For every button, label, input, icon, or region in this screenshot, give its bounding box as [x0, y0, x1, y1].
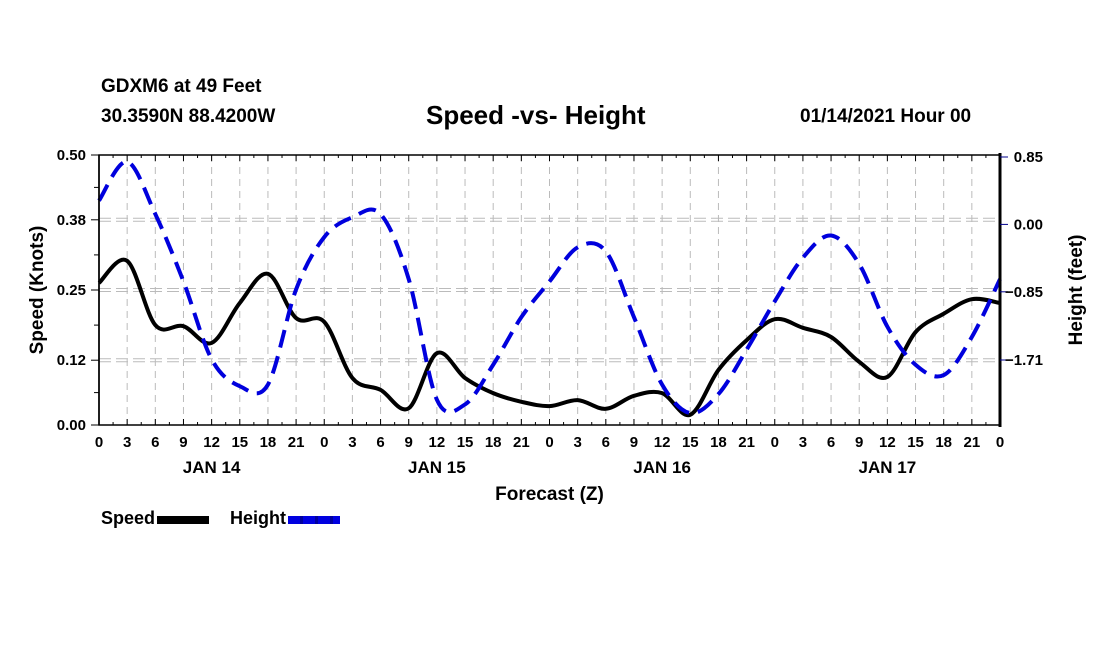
x-tick-label: 9: [179, 434, 187, 451]
y-tick-label: 0.00: [57, 417, 86, 434]
speed-series-line: [97, 257, 1001, 418]
x-tick-label: 18: [260, 434, 277, 451]
y-tick-label: 0.12: [57, 352, 86, 369]
x-tick-label: 21: [964, 434, 981, 451]
axes: 0 3 6 9 12 15 18 21 0 3 6 9 12 15 18 21 0 3 6 9 12 15 18 21 0 3 6 9…: [57, 147, 1043, 477]
x-tick-label: 18: [485, 434, 502, 451]
x-tick-label: 12: [654, 434, 671, 451]
legend-speed-label: Speed: [101, 508, 156, 528]
x-tick-label: 3: [573, 434, 581, 451]
x-tick-label: 21: [513, 434, 530, 451]
legend-speed-swatch: [157, 516, 210, 524]
forecast-datetime: 01/14/2021 Hour 00: [800, 106, 972, 127]
x-tick-label: 21: [288, 434, 305, 451]
x-tick-label: 9: [405, 434, 413, 451]
x-tick-label: 21: [738, 434, 755, 451]
x-tick-label: 12: [429, 434, 446, 451]
height-series-line: [97, 159, 1002, 416]
x-tick-label: 12: [203, 434, 220, 451]
series-layer: [97, 159, 1002, 418]
y2-tick-label: 0.00: [1014, 216, 1043, 233]
x-axis-label: Forecast (Z): [495, 484, 604, 505]
x-tick-label: 0: [95, 434, 103, 451]
x-tick-label: 9: [855, 434, 863, 451]
y-tick-label: 0.50: [57, 147, 86, 164]
coordinates-label: 30.3590N 88.4200W: [101, 106, 276, 127]
x-tick-label: 3: [799, 434, 807, 451]
day-label: JAN 14: [183, 458, 241, 477]
y2-tick-label: −0.85: [1005, 284, 1043, 301]
x-tick-label: 12: [879, 434, 896, 451]
x-tick-label: 18: [710, 434, 727, 451]
legend-height: Height: [230, 508, 340, 529]
x-tick-label: 3: [348, 434, 356, 451]
day-label: JAN 16: [633, 458, 691, 477]
x-tick-label: 3: [123, 434, 131, 451]
x-tick-label: 0: [996, 434, 1004, 451]
x-tick-label: 0: [320, 434, 328, 451]
day-label: JAN 15: [408, 458, 466, 477]
legend-height-label: Height: [230, 508, 286, 528]
legend-height-swatch: [288, 516, 340, 524]
x-tick-label: 0: [545, 434, 553, 451]
x-tick-label: 9: [630, 434, 638, 451]
y-tick-label: 0.25: [57, 282, 86, 299]
station-label: GDXM6 at 49 Feet: [101, 76, 262, 97]
x-tick-label: 6: [602, 434, 610, 451]
x-tick-label: 15: [231, 434, 248, 451]
y2-axis-label: Height (feet): [1066, 235, 1087, 346]
x-tick-label: 15: [682, 434, 699, 451]
y-tick-label: 0.38: [57, 212, 86, 229]
y2-tick-label: 0.85: [1014, 149, 1043, 166]
x-tick-label: 6: [376, 434, 384, 451]
x-tick-label: 6: [827, 434, 835, 451]
x-tick-label: 18: [935, 434, 952, 451]
chart-title: Speed -vs- Height: [426, 100, 646, 130]
y2-tick-label: −1.71: [1005, 352, 1043, 369]
x-tick-label: 6: [151, 434, 159, 451]
x-tick-label: 15: [457, 434, 474, 451]
x-tick-label: 15: [907, 434, 924, 451]
x-tick-label: 0: [771, 434, 779, 451]
day-label: JAN 17: [859, 458, 917, 477]
legend-speed: Speed: [101, 508, 210, 529]
y-axis-label: Speed (Knots): [27, 226, 48, 355]
